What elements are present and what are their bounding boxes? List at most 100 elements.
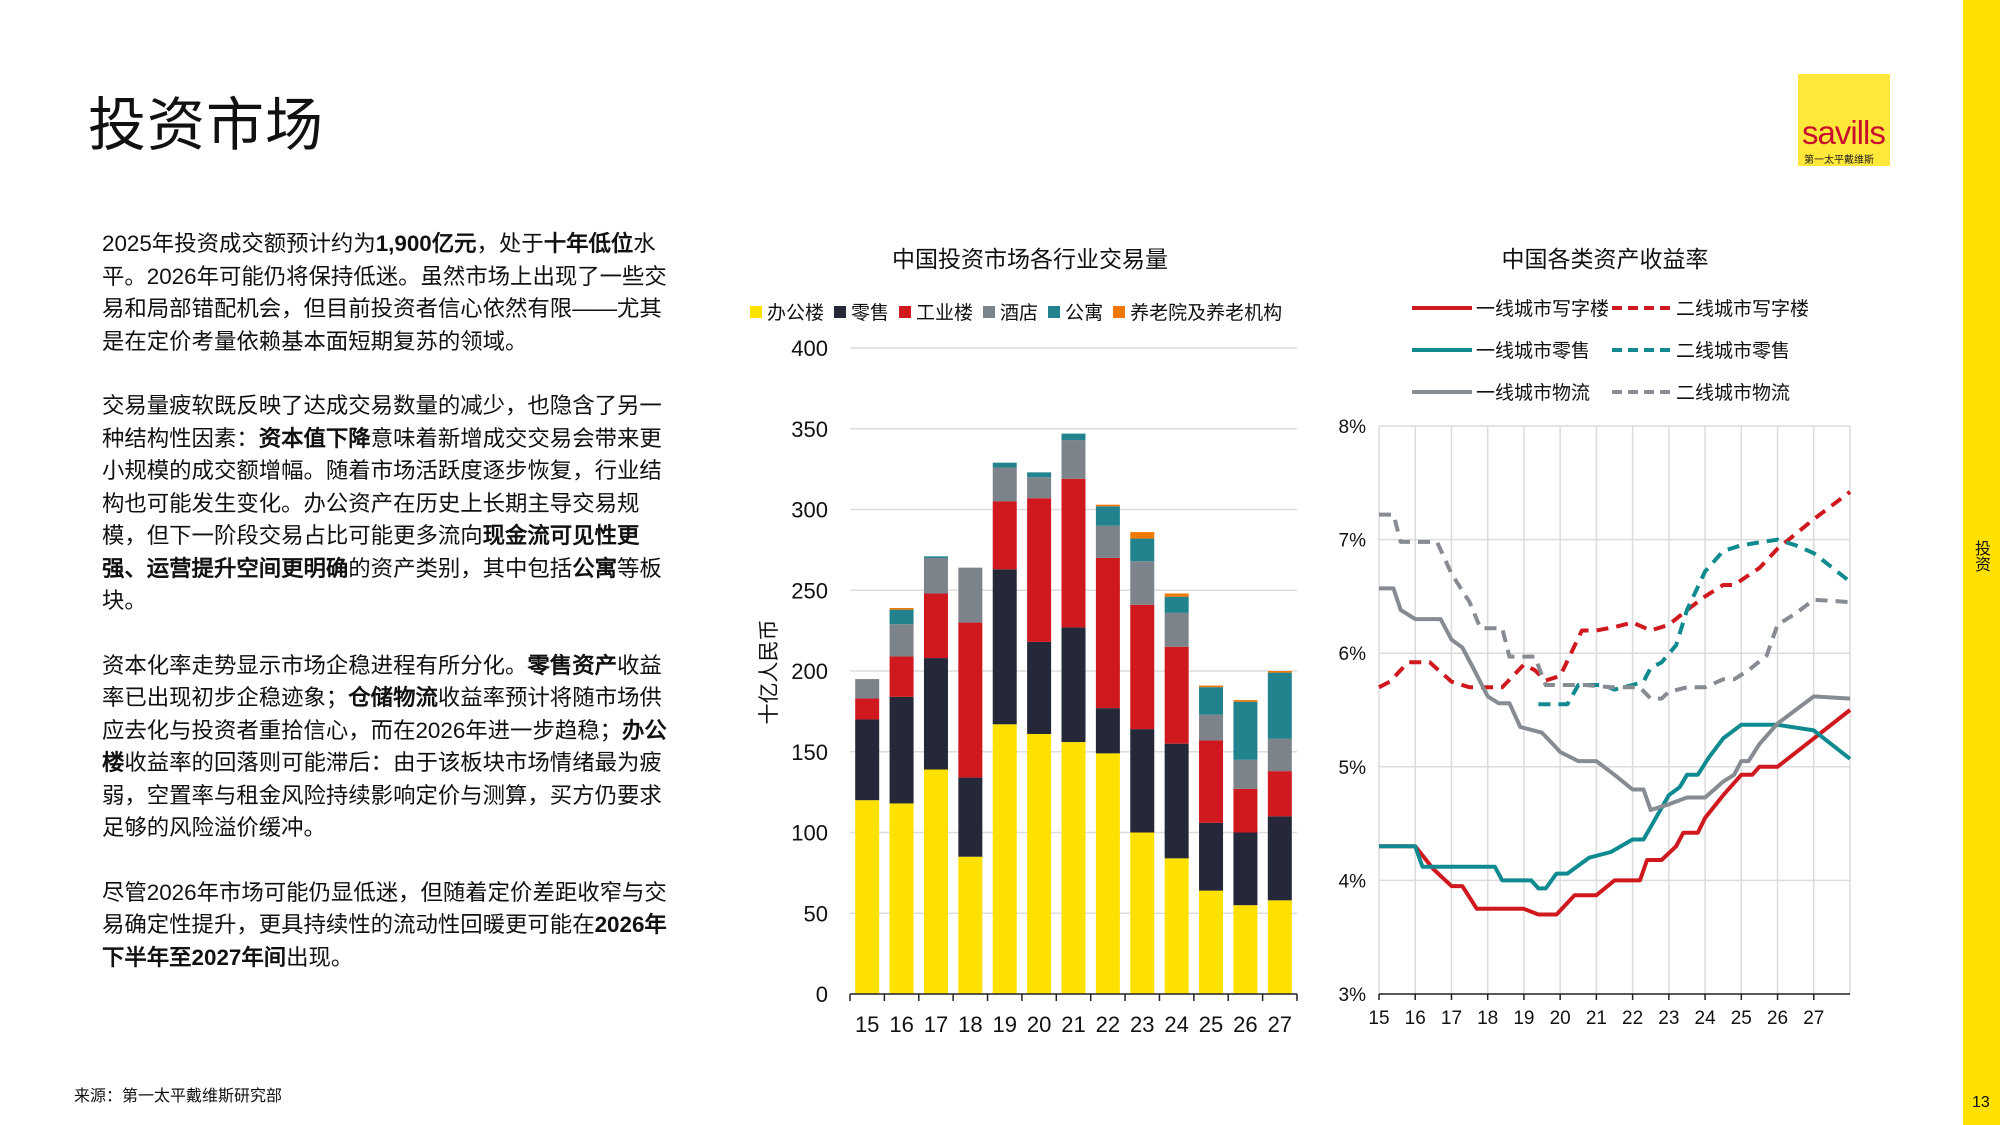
legend-swatch xyxy=(983,305,996,318)
legend-label: 办公楼 xyxy=(767,303,825,324)
bar-segment xyxy=(1199,890,1224,994)
bar-segment xyxy=(1267,672,1292,739)
y-tick-label: 50 xyxy=(804,901,828,926)
y-tick-label: 8% xyxy=(1339,417,1367,438)
legend-label: 一线城市物流 xyxy=(1476,383,1591,404)
bar-segment xyxy=(923,593,948,659)
bar-segment xyxy=(1233,700,1258,702)
y-tick-label: 6% xyxy=(1339,644,1367,665)
bar-segment xyxy=(992,569,1017,725)
brand-sidebar xyxy=(1963,0,2000,1125)
paragraph: 资本化率走势显示市场企稳进程有所分化。零售资产收益率已出现初步企稳迹象；仓储物流… xyxy=(102,650,668,845)
text-run: 意味着新增成交交易会带来更小规模的成交额增幅。随着市场活跃度逐步恢复，行业结构也… xyxy=(102,425,662,549)
series-line xyxy=(1379,708,1852,917)
bar-segment xyxy=(1267,771,1292,817)
bar-segment xyxy=(923,557,948,594)
bar-segment xyxy=(1199,822,1224,891)
legend-item: 二线城市零售 xyxy=(1612,336,1812,363)
bar-segment xyxy=(1233,701,1258,760)
bar-segment xyxy=(958,856,983,994)
text-run: 交易量疲软既反映了达成交易数量的减少，也隐含了另一种结构性因素： xyxy=(102,393,662,451)
bar-segment xyxy=(889,696,914,804)
bar-segment xyxy=(1095,708,1120,754)
bold-text: 资本值下降 xyxy=(258,425,371,451)
bar-segment xyxy=(958,567,983,623)
legend-line-sample xyxy=(1612,389,1672,394)
bar-segment xyxy=(1061,478,1086,628)
x-tick-label: 27 xyxy=(1803,1008,1824,1029)
bar-segment xyxy=(992,501,1017,570)
y-tick-label: 100 xyxy=(791,821,828,846)
x-tick-label: 21 xyxy=(1586,1008,1607,1029)
bar-segment xyxy=(1130,832,1155,994)
series-line xyxy=(1538,537,1852,707)
bar-legend: 办公楼 零售 工业楼 酒店 公寓 养老院及养老机构 xyxy=(750,298,1282,325)
y-tick-label: 200 xyxy=(791,659,828,684)
bar-segment xyxy=(1199,685,1224,688)
bar-segment xyxy=(1061,433,1086,441)
body-text: 2025年投资成交额预计约为1,900亿元，处于十年低位水平。2026年可能仍将… xyxy=(102,228,668,1006)
bar-segment xyxy=(1164,612,1189,647)
x-tick-label: 26 xyxy=(1767,1008,1788,1029)
bold-text: 现金流可见性更强、运营提升空间更明确 xyxy=(102,523,640,581)
y-tick-label: 150 xyxy=(791,740,828,765)
bar-segment xyxy=(1130,561,1155,605)
legend-swatch xyxy=(834,305,847,318)
bar-segment xyxy=(1130,538,1155,562)
bar-segment xyxy=(1164,743,1189,859)
x-tick-label: 17 xyxy=(1441,1008,1462,1029)
legend-line-sample xyxy=(1612,347,1672,352)
x-tick-label: 20 xyxy=(1550,1008,1571,1029)
x-tick-label: 18 xyxy=(1477,1008,1498,1029)
legend-label: 二线城市零售 xyxy=(1676,341,1791,362)
series-line xyxy=(1379,722,1852,891)
legend-label: 一线城市写字楼 xyxy=(1476,299,1610,320)
legend-line-sample xyxy=(1412,347,1472,352)
y-tick-label: 5% xyxy=(1339,758,1367,779)
bar-segment xyxy=(1027,641,1052,734)
x-tick-label: 23 xyxy=(1130,1012,1154,1037)
x-tick-label: 19 xyxy=(992,1012,1016,1037)
bar-segment xyxy=(1130,532,1155,539)
paragraph: 交易量疲软既反映了达成交易数量的减少，也隐含了另一种结构性因素：资本值下降意味着… xyxy=(102,390,668,618)
x-tick-label: 23 xyxy=(1658,1008,1679,1029)
text-run: 收益率的回落则可能滞后：由于该板块市场情绪最为疲弱，空置率与租金风险持续影响定价… xyxy=(102,750,662,840)
legend-label: 零售 xyxy=(851,303,890,324)
bar-segment xyxy=(1267,816,1292,901)
bar-segment xyxy=(992,462,1017,468)
bar-segment xyxy=(1095,753,1120,994)
legend-item: 酒店 xyxy=(983,298,1038,325)
x-tick-label: 24 xyxy=(1164,1012,1188,1037)
line-chart-title: 中国各类资产收益率 xyxy=(1501,246,1709,272)
x-tick-label: 15 xyxy=(855,1012,879,1037)
legend-item: 一线城市写字楼 xyxy=(1412,294,1612,321)
bold-text: 1,900亿元 xyxy=(375,231,477,256)
bar-chart-title: 中国投资市场各行业交易量 xyxy=(892,246,1168,272)
text-run: 出现。 xyxy=(286,944,354,970)
legend-label: 二线城市写字楼 xyxy=(1676,299,1810,320)
bar-segment xyxy=(1027,477,1052,499)
legend-item: 工业楼 xyxy=(899,298,973,325)
logo-wordmark: savills xyxy=(1802,114,1886,151)
legend-swatch xyxy=(1048,305,1061,318)
legend-label: 养老院及养老机构 xyxy=(1130,303,1283,324)
legend-label: 二线城市物流 xyxy=(1676,383,1791,404)
bar-segment xyxy=(1164,858,1189,994)
legend-label: 工业楼 xyxy=(916,303,974,324)
y-tick-label: 4% xyxy=(1339,871,1367,892)
x-tick-label: 25 xyxy=(1199,1012,1223,1037)
x-tick-label: 25 xyxy=(1731,1008,1752,1029)
text-run: 收益率预计将随市场供应去化与投资者重拾信心，而在2026年进一步趋稳； xyxy=(102,685,662,743)
bar-segment xyxy=(1095,506,1120,526)
text-run: 收益率已出现初步企稳迹象； xyxy=(102,652,662,711)
bar-segment xyxy=(1130,729,1155,833)
bar-segment xyxy=(1164,593,1189,597)
legend-item: 一线城市物流 xyxy=(1412,378,1612,405)
bar-segment xyxy=(1061,627,1086,743)
legend-line-sample xyxy=(1412,389,1472,394)
text-run: 2025年投资成交额预计约为 xyxy=(102,231,376,256)
y-tick-label: 7% xyxy=(1339,531,1367,552)
bar-segment xyxy=(923,556,948,558)
y-tick-label: 0 xyxy=(816,982,828,1007)
